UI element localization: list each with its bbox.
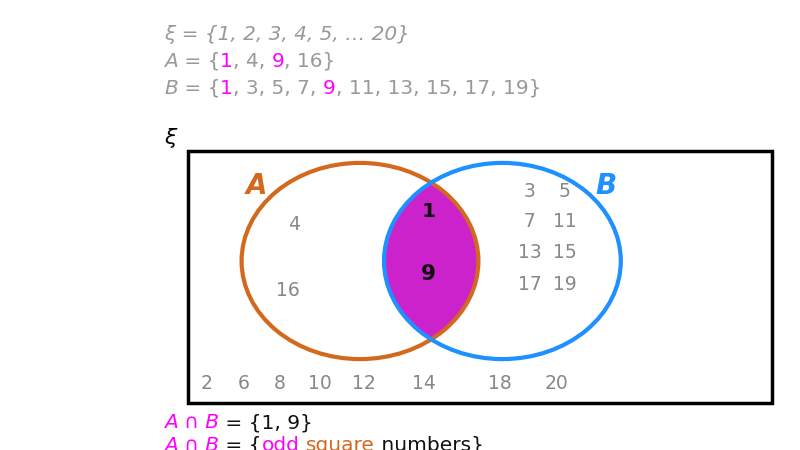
- Text: 9: 9: [422, 265, 436, 284]
- Bar: [188, 151, 772, 403]
- Text: = {: = {: [178, 79, 220, 98]
- Text: 6: 6: [238, 374, 250, 393]
- Text: 14: 14: [412, 374, 436, 393]
- Text: A: A: [164, 52, 178, 71]
- Text: 10: 10: [308, 374, 332, 393]
- Text: , 11, 13, 15, 17, 19}: , 11, 13, 15, 17, 19}: [336, 79, 541, 98]
- Text: A: A: [246, 172, 267, 200]
- Text: 1: 1: [220, 79, 233, 98]
- Text: B: B: [596, 172, 617, 200]
- Text: 5: 5: [559, 182, 570, 201]
- Text: 4: 4: [288, 216, 301, 234]
- Text: , 3, 5, 7,: , 3, 5, 7,: [233, 79, 323, 98]
- Text: , 16}: , 16}: [285, 52, 336, 71]
- Text: = {1, 9}: = {1, 9}: [219, 413, 313, 432]
- Text: odd: odd: [262, 436, 299, 450]
- Text: 16: 16: [276, 281, 300, 300]
- Text: 20: 20: [544, 374, 568, 393]
- Text: 1: 1: [220, 52, 233, 71]
- Text: 15: 15: [553, 243, 577, 262]
- Ellipse shape: [384, 163, 621, 359]
- Text: 9: 9: [323, 79, 336, 98]
- Text: ξ: ξ: [164, 129, 176, 148]
- Text: A ∩ B: A ∩ B: [164, 436, 219, 450]
- Text: , 4,: , 4,: [233, 52, 272, 71]
- Text: 3: 3: [524, 182, 535, 201]
- Text: A ∩ B: A ∩ B: [164, 413, 219, 432]
- Text: ξ = {1, 2, 3, 4, 5, … 20}: ξ = {1, 2, 3, 4, 5, … 20}: [164, 25, 410, 44]
- Text: 12: 12: [352, 374, 376, 393]
- Text: 17: 17: [518, 275, 542, 294]
- Text: 9: 9: [272, 52, 285, 71]
- Text: 8: 8: [274, 374, 286, 393]
- Ellipse shape: [242, 163, 478, 359]
- Text: numbers}: numbers}: [374, 436, 483, 450]
- Text: 13: 13: [518, 243, 542, 262]
- Text: 7: 7: [524, 212, 535, 231]
- Text: 11: 11: [553, 212, 577, 231]
- Text: B: B: [164, 79, 178, 98]
- Text: 1: 1: [422, 202, 436, 221]
- Text: square: square: [306, 436, 374, 450]
- Text: = {: = {: [178, 52, 220, 71]
- Text: 18: 18: [488, 374, 512, 393]
- Text: 2: 2: [201, 374, 212, 393]
- Text: 19: 19: [553, 275, 577, 294]
- Text: = {: = {: [219, 436, 262, 450]
